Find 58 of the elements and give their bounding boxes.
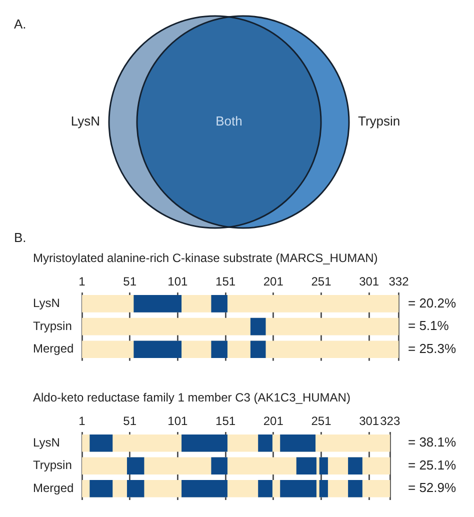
bar — [182, 434, 228, 452]
y-tick-label: LysN — [33, 296, 60, 310]
text: = 25.1% — [408, 457, 457, 472]
y-tick-label: Merged — [33, 480, 74, 495]
bar — [258, 434, 272, 452]
chart-title: Aldo-keto reductase family 1 member C3 (AK1C3_HUMAN) — [33, 390, 350, 405]
text: = 25.3% — [408, 340, 457, 356]
text: = 20.2% — [408, 295, 457, 310]
x-tick-label: 101 — [168, 414, 188, 428]
y-tick-label: Trypsin — [33, 318, 72, 333]
x-tick-label: 332 — [388, 274, 410, 288]
category-label: Trypsin — [358, 114, 400, 129]
x-tick-label: 101 — [168, 274, 188, 288]
y-tick-label: Merged — [33, 342, 74, 356]
text: B. — [14, 230, 26, 246]
x-tick-label: 301 — [359, 274, 380, 288]
x-tick-label: 151 — [216, 414, 236, 428]
y-tick-label: Trypsin — [33, 458, 72, 472]
bar — [211, 295, 228, 312]
x-tick-label: 1 — [78, 274, 86, 288]
text: = 38.1% — [408, 434, 457, 450]
bar — [134, 340, 182, 358]
bar — [134, 295, 182, 312]
text: A. — [14, 16, 26, 32]
x-tick-label: 51 — [123, 414, 137, 428]
x-tick-label: 301 — [359, 414, 380, 428]
bar — [319, 457, 328, 475]
bar — [348, 457, 362, 475]
bar — [126, 480, 144, 498]
text: = 5.1% — [408, 318, 450, 334]
bar — [250, 318, 266, 336]
bar — [280, 434, 316, 452]
bar — [319, 480, 328, 498]
bar — [211, 340, 228, 358]
x-tick-label: 51 — [123, 274, 137, 288]
bar — [90, 434, 113, 452]
y-tick-label: LysN — [33, 435, 60, 450]
bar — [280, 480, 316, 498]
x-tick-label: 251 — [311, 414, 332, 428]
bar — [250, 340, 266, 358]
bar — [182, 480, 228, 498]
x-tick-label: 151 — [216, 274, 236, 288]
x-tick-label: 201 — [263, 274, 284, 288]
bar — [258, 480, 272, 498]
bar — [348, 480, 362, 498]
text: = 52.9% — [408, 480, 457, 496]
x-tick-label: 201 — [263, 414, 284, 428]
bar — [296, 457, 316, 475]
bar — [82, 318, 399, 336]
category-label: LysN — [70, 114, 100, 129]
bar — [126, 457, 144, 475]
bar — [90, 480, 113, 498]
x-tick-label: 1 — [78, 414, 86, 428]
chart-title: Myristoylated alanine-rich C-kinase substrate (MARCS_HUMAN) — [33, 251, 378, 266]
category-label: Both — [216, 114, 242, 129]
x-tick-label: 251 — [311, 274, 332, 288]
bar — [211, 457, 228, 475]
x-tick-label: 323 — [380, 414, 400, 428]
